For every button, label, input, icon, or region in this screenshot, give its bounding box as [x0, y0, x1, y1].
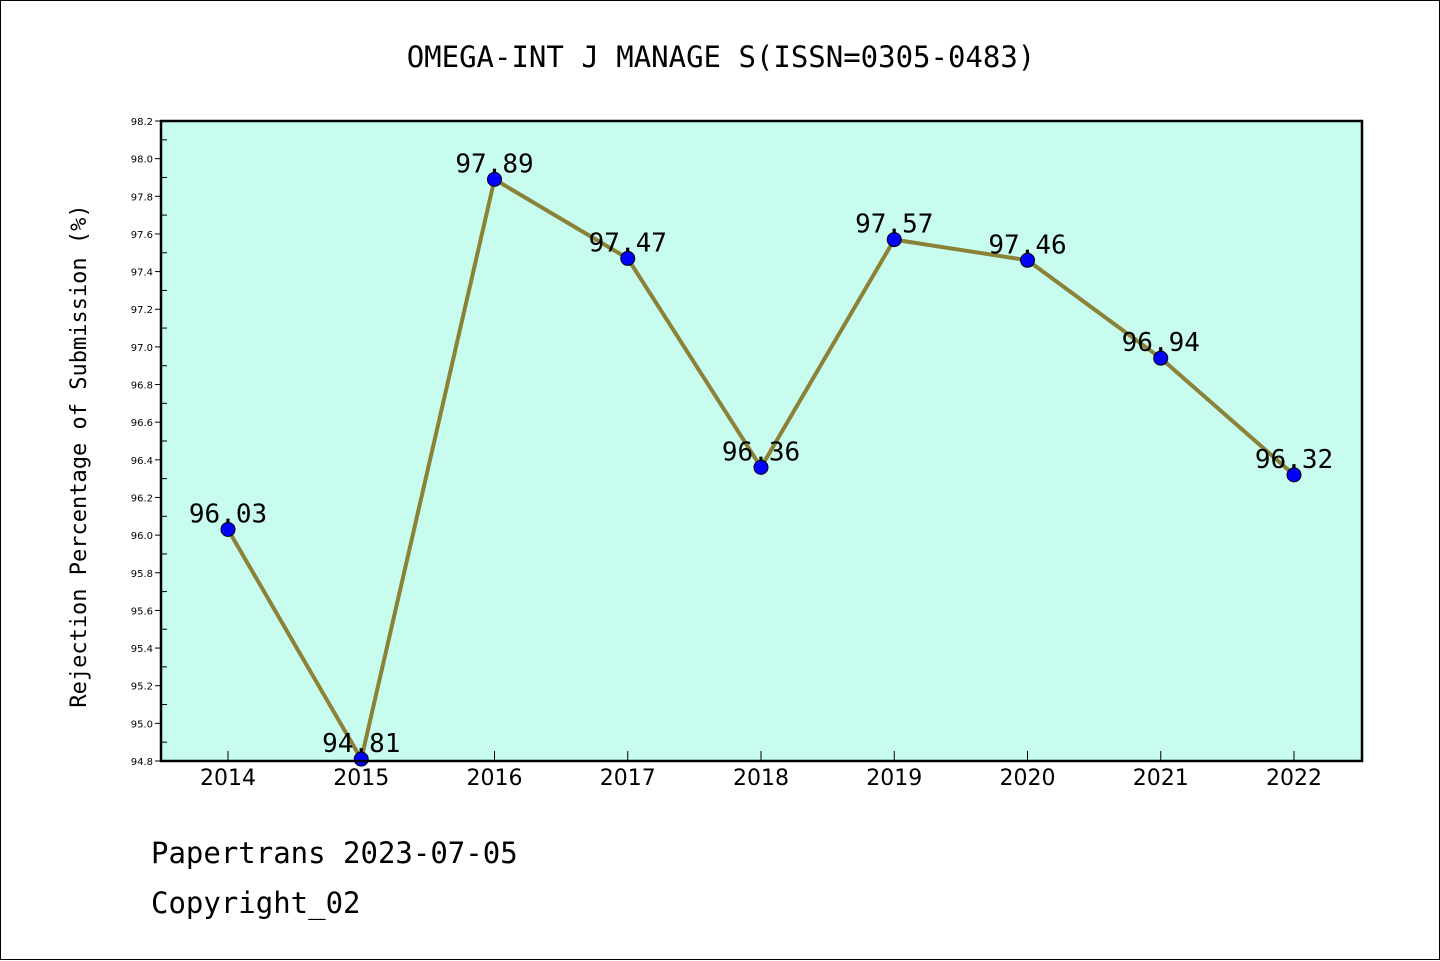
data-label: 96.36	[722, 437, 800, 467]
y-tick-label: 95.0	[131, 719, 153, 730]
plot-area	[161, 121, 1362, 761]
data-label: 96.03	[189, 499, 267, 529]
data-label: 96.94	[1122, 328, 1200, 358]
y-tick-label: 95.2	[131, 682, 153, 693]
y-tick-label: 97.8	[131, 192, 153, 203]
y-tick-label: 97.0	[131, 343, 153, 354]
x-axis-ticks: 2014 2015 2016 2017 2018 2019 2020 2021 2022	[200, 751, 1322, 791]
data-label: 96.32	[1255, 445, 1333, 475]
y-tick-label: 97.2	[131, 305, 153, 316]
data-point	[1286, 467, 1302, 483]
y-tick-label: 95.4	[131, 644, 153, 655]
data-point	[1020, 252, 1035, 268]
data-points	[220, 171, 1302, 767]
x-tick-label: 2018	[733, 766, 789, 791]
data-label: 94.81	[322, 729, 400, 759]
footer-copyright-line: Copyright_02	[151, 886, 361, 920]
data-label: 97.46	[988, 230, 1066, 260]
data-point	[620, 250, 636, 266]
y-tick-label: 96.8	[131, 381, 153, 392]
x-tick-label: 2022	[1266, 766, 1322, 791]
data-point	[487, 171, 502, 187]
data-label: 97.57	[855, 210, 933, 240]
y-tick-label: 95.6	[131, 606, 153, 617]
y-tick-label: 98.0	[131, 155, 153, 166]
data-point	[220, 521, 236, 537]
data-point	[886, 232, 902, 248]
y-tick-label: 96.4	[131, 456, 153, 467]
data-point	[353, 751, 369, 767]
y-tick-label: 95.8	[131, 569, 153, 580]
data-point	[753, 459, 769, 475]
x-tick-label: 2020	[1000, 766, 1056, 791]
y-tick-label: 97.6	[131, 230, 153, 241]
y-tick-label: 96.0	[131, 531, 153, 542]
footer-date-line: Papertrans 2023-07-05	[151, 836, 518, 870]
x-tick-label: 2016	[467, 766, 523, 791]
data-labels: 96.03 94.81 97.89 97.47 96.36 97.57 97.46 96.94…	[189, 149, 1333, 759]
y-tick-label: 94.8	[131, 757, 153, 768]
y-tick-label: 97.4	[131, 268, 153, 279]
y-tick-label: 96.6	[131, 418, 153, 429]
data-label: 97.47	[589, 228, 667, 258]
x-tick-label: 2017	[600, 766, 656, 791]
chart-title: OMEGA-INT J MANAGE S(ISSN=0305-0483)	[407, 40, 1036, 74]
x-tick-label: 2019	[866, 766, 922, 791]
y-tick-label: 96.2	[131, 493, 153, 504]
data-point	[1153, 350, 1169, 366]
x-tick-label: 2021	[1133, 766, 1189, 791]
y-axis-label: Rejection Percentage of Submission (%)	[67, 204, 92, 707]
plot-border	[159, 119, 1364, 763]
y-tick-label: 98.2	[131, 117, 153, 128]
x-tick-label: 2014	[200, 766, 256, 791]
data-label: 97.89	[455, 149, 533, 179]
x-tick-label: 2015	[333, 766, 389, 791]
